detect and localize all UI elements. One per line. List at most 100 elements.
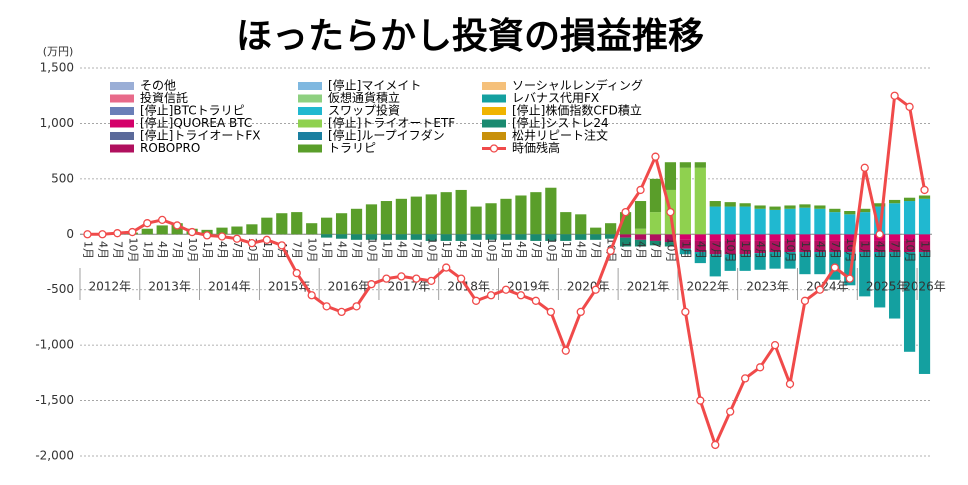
bar-segment <box>395 234 407 240</box>
bar-segment <box>739 254 751 271</box>
bar-segment <box>844 240 856 253</box>
bar-segment <box>231 226 243 235</box>
x-tick-label: 1月 <box>440 241 453 259</box>
line-marker <box>352 302 361 311</box>
bar-segment <box>335 234 348 239</box>
bar-segment <box>679 234 691 240</box>
x-tick-label: 10月 <box>904 238 917 263</box>
line-marker <box>442 263 451 272</box>
legend-label: 時価残高 <box>512 140 560 155</box>
x-tick-label: 4月 <box>575 241 588 259</box>
x-tick-label: 7月 <box>410 241 423 259</box>
line-marker <box>815 285 825 294</box>
x-tick-label: 1月 <box>679 241 692 259</box>
bar-segment <box>889 203 901 235</box>
y-unit: (万円) <box>43 45 74 58</box>
line-marker <box>651 152 660 161</box>
legend-label: ROBOPRO <box>140 141 200 155</box>
bar-segment <box>724 254 736 271</box>
bar-segment <box>903 197 916 202</box>
bar-segment <box>276 213 288 235</box>
bar-segment <box>605 223 617 235</box>
x-tick-label: 4月 <box>874 241 887 259</box>
x-tick-label: 1月 <box>739 241 752 259</box>
line-marker <box>800 296 810 305</box>
year-label: 2014年 <box>208 280 251 294</box>
x-tick-label: 10月 <box>545 238 558 263</box>
bar-segment <box>395 198 407 235</box>
bar-segment <box>859 240 871 253</box>
bar-segment <box>664 162 677 190</box>
x-tick-label: 10月 <box>126 238 139 263</box>
y-tick-label: -1,500 <box>35 393 74 407</box>
bar-segment <box>425 234 437 241</box>
legend-swatch <box>110 144 134 153</box>
line-marker <box>711 440 720 450</box>
year-label: 2017年 <box>388 280 431 294</box>
x-tick-label: 1月 <box>380 241 393 259</box>
line-marker <box>113 229 122 238</box>
line-marker <box>785 379 795 389</box>
bar-segment <box>500 198 512 235</box>
legend-label: レバナス代用FX <box>512 91 599 105</box>
x-tick-label: 7月 <box>709 241 722 259</box>
year-label: 2013年 <box>148 280 191 294</box>
bar-segment <box>246 224 258 235</box>
legend-swatch <box>298 82 322 90</box>
line-marker <box>337 307 346 317</box>
bar-segment <box>754 205 766 209</box>
bar-segment <box>874 240 886 253</box>
bar-segment <box>918 234 931 241</box>
x-tick-label: 7月 <box>291 241 304 259</box>
legend-swatch <box>482 132 506 140</box>
bar-segment <box>814 252 826 275</box>
bar-segment <box>455 189 467 235</box>
bar-segment <box>769 206 781 210</box>
bar-segment <box>724 234 736 241</box>
x-tick-label: 4月 <box>96 241 109 259</box>
bar-segment <box>634 239 647 247</box>
x-tick-label: 7月 <box>889 241 902 259</box>
x-tick-label: 10月 <box>186 238 199 263</box>
bar-segment <box>216 227 228 235</box>
bar-segment <box>455 234 467 241</box>
bar-segment <box>918 252 931 374</box>
bar-segment <box>829 234 841 241</box>
bar-segment <box>545 187 557 235</box>
bar-segment <box>141 228 153 235</box>
x-tick-label: 1月 <box>201 241 214 259</box>
bar-segment <box>739 206 751 235</box>
bar-segment <box>306 223 318 235</box>
x-tick-label: 1月 <box>859 241 872 259</box>
line-marker <box>471 296 481 305</box>
legend-swatch <box>482 94 506 103</box>
line-marker <box>770 340 780 350</box>
x-tick-label: 4月 <box>814 241 827 259</box>
bar-segment <box>709 254 721 277</box>
year-label: 2022年 <box>687 280 730 294</box>
legend-swatch <box>482 119 506 128</box>
year-label: 2018年 <box>447 280 490 294</box>
bar-segment <box>754 253 766 270</box>
bar-segment <box>530 234 542 241</box>
legend-swatch <box>110 107 134 115</box>
y-tick-label: 500 <box>51 171 74 185</box>
bar-segment <box>649 240 662 246</box>
bar-segment <box>889 234 901 241</box>
bar-segment <box>679 162 691 168</box>
legend-label: [停止]株価指数CFD積立 <box>512 103 642 118</box>
x-tick-label: 4月 <box>216 241 229 259</box>
line-marker <box>591 285 600 294</box>
bar-segment <box>590 227 602 235</box>
bar-segment <box>694 234 706 241</box>
legend-label: [停止]BTCトラリピ <box>140 103 245 118</box>
year-label: 2012年 <box>89 280 132 294</box>
bar-segment <box>321 217 333 235</box>
line-marker <box>516 291 526 300</box>
bar-segment <box>410 196 422 235</box>
bar-segment <box>754 208 766 235</box>
bar-segment <box>425 194 437 235</box>
x-tick-label: 7月 <box>829 241 842 259</box>
bar-segment <box>515 195 527 235</box>
bar-segment <box>709 201 721 207</box>
